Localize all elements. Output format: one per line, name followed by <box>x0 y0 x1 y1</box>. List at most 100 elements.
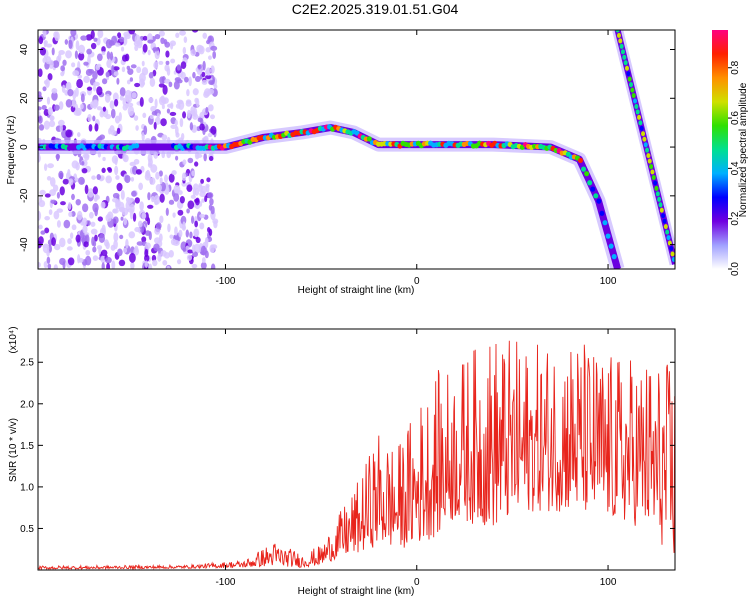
y-tick-label: 1.5 <box>20 441 34 452</box>
noise-speckle <box>105 241 110 250</box>
noise-speckle <box>97 216 103 222</box>
noise-speckle <box>59 257 66 266</box>
noise-speckle <box>132 212 137 222</box>
noise-speckle <box>127 68 134 75</box>
noise-speckle <box>135 169 142 175</box>
noise-speckle <box>73 109 81 116</box>
noise-speckle <box>201 198 205 203</box>
noise-speckle <box>107 167 113 173</box>
snr-panel: -100 0 100 0.5 1.0 1.5 2.0 2.5 Height of strai… <box>8 326 676 597</box>
signal-point <box>134 143 140 149</box>
snr-frame <box>37 328 676 571</box>
noise-speckle <box>43 261 48 269</box>
noise-speckle <box>106 262 111 269</box>
noise-speckle <box>120 189 125 200</box>
noise-speckle <box>101 51 106 56</box>
noise-speckle <box>207 55 212 60</box>
signal-point <box>590 186 596 192</box>
noise-speckle <box>148 157 153 167</box>
noise-speckle <box>101 262 105 269</box>
noise-speckle <box>59 237 66 248</box>
noise-speckle <box>46 176 52 181</box>
noise-speckle <box>181 172 187 181</box>
noise-speckle <box>162 84 168 95</box>
noise-speckle <box>78 44 86 54</box>
snr-y-label: SNR (10 * v/v) <box>8 418 19 482</box>
noise-speckle <box>102 156 106 162</box>
noise-speckle <box>168 249 174 258</box>
noise-speckle <box>147 204 154 209</box>
noise-speckle <box>209 244 215 253</box>
noise-speckle <box>139 72 146 83</box>
noise-speckle <box>200 261 207 269</box>
noise-speckle <box>97 30 104 39</box>
noise-speckle <box>71 224 77 231</box>
noise-speckle <box>186 254 193 261</box>
noise-speckle <box>43 109 50 116</box>
noise-speckle <box>47 73 53 81</box>
noise-speckle <box>160 37 165 45</box>
noise-speckle <box>120 216 124 221</box>
noise-speckle <box>67 238 72 245</box>
noise-speckle <box>113 232 119 242</box>
noise-speckle <box>82 153 90 159</box>
noise-speckle <box>51 91 58 101</box>
noise-speckle <box>201 257 206 264</box>
noise-speckle <box>112 92 119 102</box>
noise-speckle <box>190 49 197 56</box>
second-track-point <box>618 38 623 44</box>
noise-speckle <box>180 61 187 69</box>
noise-speckle <box>39 195 43 203</box>
second-track-point <box>659 207 664 213</box>
noise-speckle <box>58 101 64 110</box>
noise-speckle <box>149 177 156 185</box>
noise-speckle <box>67 257 75 266</box>
second-track-point <box>637 114 642 120</box>
noise-speckle <box>182 159 187 165</box>
noise-speckle <box>58 170 64 179</box>
noise-speckle <box>185 100 192 107</box>
noise-speckle <box>42 86 47 92</box>
noise-speckle <box>134 197 140 204</box>
noise-speckle <box>106 59 112 68</box>
noise-speckle <box>119 36 125 43</box>
noise-speckle <box>56 153 60 162</box>
y-tick-label: -40 <box>19 237 30 252</box>
noise-speckle <box>149 77 156 88</box>
noise-speckle <box>213 84 218 89</box>
noise-speckle <box>174 119 178 127</box>
noise-speckle <box>194 229 199 238</box>
noise-speckle <box>179 30 186 36</box>
noise-speckle <box>141 212 147 220</box>
noise-speckle <box>109 100 115 110</box>
noise-speckle <box>83 61 89 66</box>
spectrogram-x-ticks: -100 0 100 <box>215 30 617 287</box>
signal-point <box>596 198 602 204</box>
y-tick-label: 0.5 <box>20 524 34 535</box>
noise-speckle <box>158 83 165 88</box>
noise-speckle <box>48 120 56 128</box>
second-track-point <box>641 131 646 137</box>
noise-speckle <box>168 199 175 205</box>
noise-speckle <box>187 157 194 164</box>
noise-speckle <box>205 47 212 53</box>
noise-speckle <box>173 184 181 194</box>
noise-speckle <box>155 171 160 180</box>
noise-speckle <box>153 243 160 252</box>
noise-speckle <box>152 259 158 267</box>
noise-speckle <box>87 188 94 198</box>
noise-speckle <box>68 178 74 186</box>
noise-speckle <box>171 170 177 176</box>
colorbar-tick-label: 0.6 <box>730 111 741 125</box>
noise-speckle <box>195 153 203 158</box>
noise-speckle <box>53 104 60 111</box>
noise-speckle <box>183 36 188 43</box>
second-track-point <box>663 224 668 230</box>
noise-speckle <box>139 201 144 211</box>
noise-speckle <box>192 113 199 120</box>
noise-speckle <box>210 45 218 51</box>
colorbar-label: Normalized spectral amplitude <box>738 82 749 217</box>
second-track-point <box>666 235 671 241</box>
noise-speckle <box>38 210 42 221</box>
